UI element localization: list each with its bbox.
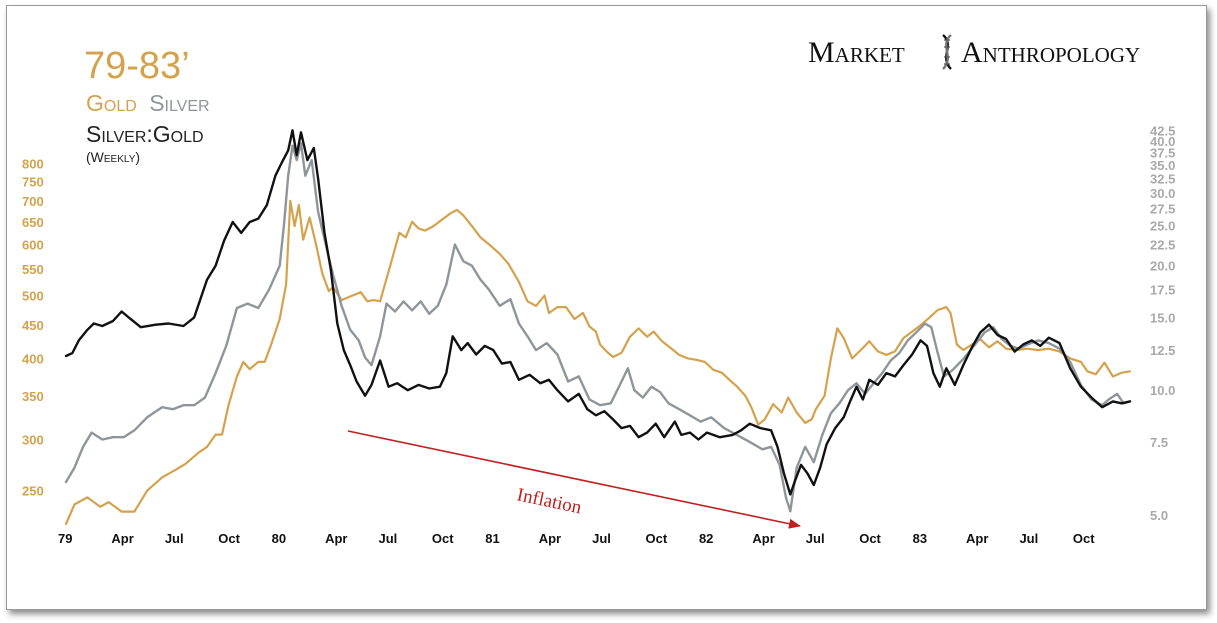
left-axis-tick-8: 400 <box>22 351 44 366</box>
x-axis-tick-19: Oct <box>1073 531 1095 546</box>
x-axis-tick-13: Apr <box>752 531 774 546</box>
right-axis-tick-12: 12.5 <box>1150 343 1175 358</box>
left-axis-ticks: 800 750 700 650 600 550 500 450 400 350 300 250 <box>22 156 44 498</box>
chart-title: 79-83’ <box>84 45 190 87</box>
x-axis-tick-16: 83 <box>913 531 927 546</box>
series-line-silver-gold <box>64 129 1132 496</box>
x-axis-tick-11: Oct <box>646 531 668 546</box>
x-axis-tick-10: Jul <box>592 531 611 546</box>
right-axis-tick-15: 5.0 <box>1150 508 1168 523</box>
right-axis-tick-7: 25.0 <box>1150 219 1175 234</box>
left-axis-tick-10: 300 <box>22 432 44 447</box>
series-layer <box>64 129 1132 526</box>
dna-helix-icon <box>942 34 952 70</box>
right-axis-tick-11: 15.0 <box>1150 310 1175 325</box>
left-axis-tick-0: 800 <box>22 156 44 171</box>
x-axis-tick-18: Jul <box>1019 531 1038 546</box>
left-axis-tick-9: 350 <box>22 389 44 404</box>
brand-market: Market <box>808 36 905 69</box>
series-line-gold <box>64 199 1132 526</box>
right-axis-tick-6: 27.5 <box>1150 201 1175 216</box>
right-axis-tick-14: 7.5 <box>1150 435 1168 450</box>
right-axis-ticks: 42.540.037.535.032.530.027.5 25.0 22.5 20.0… <box>1150 123 1175 523</box>
right-axis-tick-4: 32.5 <box>1150 171 1175 186</box>
x-axis-tick-9: Apr <box>539 531 561 546</box>
legend-line-gold-silver: Gold Silver <box>86 90 210 116</box>
brand-anthropology: Anthropology <box>961 36 1140 69</box>
left-axis-tick-6: 500 <box>22 289 44 304</box>
left-axis-tick-7: 450 <box>22 318 44 333</box>
legend-silver-label: Silver <box>149 90 209 116</box>
right-axis-tick-10: 17.5 <box>1150 283 1175 298</box>
x-axis-tick-8: 81 <box>485 531 499 546</box>
right-axis-tick-13: 10.0 <box>1150 383 1175 398</box>
left-axis-tick-2: 700 <box>22 194 44 209</box>
x-axis-tick-1: Apr <box>111 531 133 546</box>
x-axis-tick-14: Jul <box>806 531 825 546</box>
x-axis-tick-4: 80 <box>272 531 286 546</box>
x-axis-tick-17: Apr <box>966 531 988 546</box>
legend-frequency-label: (Weekly) <box>86 149 140 165</box>
x-axis-tick-15: Oct <box>859 531 881 546</box>
x-axis-ticks: 79 Apr Jul Oct 80 Apr Jul Oct 81 Apr Jul Oct 82 Apr Ju… <box>58 531 1095 546</box>
right-axis-tick-8: 22.5 <box>1150 238 1175 253</box>
right-axis-tick-0: 42.5 <box>1150 123 1175 138</box>
x-axis-tick-3: Oct <box>218 531 240 546</box>
x-axis-tick-2: Jul <box>165 531 184 546</box>
left-axis-tick-4: 600 <box>22 237 44 252</box>
left-axis-tick-5: 550 <box>22 262 44 277</box>
left-axis-tick-11: 250 <box>22 484 44 499</box>
x-axis-tick-0: 79 <box>58 531 72 546</box>
chart-frame <box>6 5 1207 610</box>
right-axis-tick-5: 30.0 <box>1150 186 1175 201</box>
series-line-silver <box>64 142 1132 513</box>
inflation-label: Inflation <box>515 484 584 518</box>
inflation-arrow <box>347 430 801 529</box>
x-axis-tick-7: Oct <box>432 531 454 546</box>
right-axis-tick-2: 37.5 <box>1150 146 1175 161</box>
right-axis-tick-3: 35.0 <box>1150 158 1175 173</box>
right-axis-tick-1: 40.0 <box>1150 134 1175 149</box>
legend-ratio-label: Silver:Gold <box>86 121 204 147</box>
left-axis-tick-1: 750 <box>22 175 44 190</box>
legend-gold-label: Gold <box>86 90 137 116</box>
right-axis-tick-9: 20.0 <box>1150 259 1175 274</box>
x-axis-tick-5: Apr <box>325 531 347 546</box>
x-axis-tick-12: 82 <box>699 531 713 546</box>
x-axis-tick-6: Jul <box>378 531 397 546</box>
left-axis-tick-3: 650 <box>22 215 44 230</box>
